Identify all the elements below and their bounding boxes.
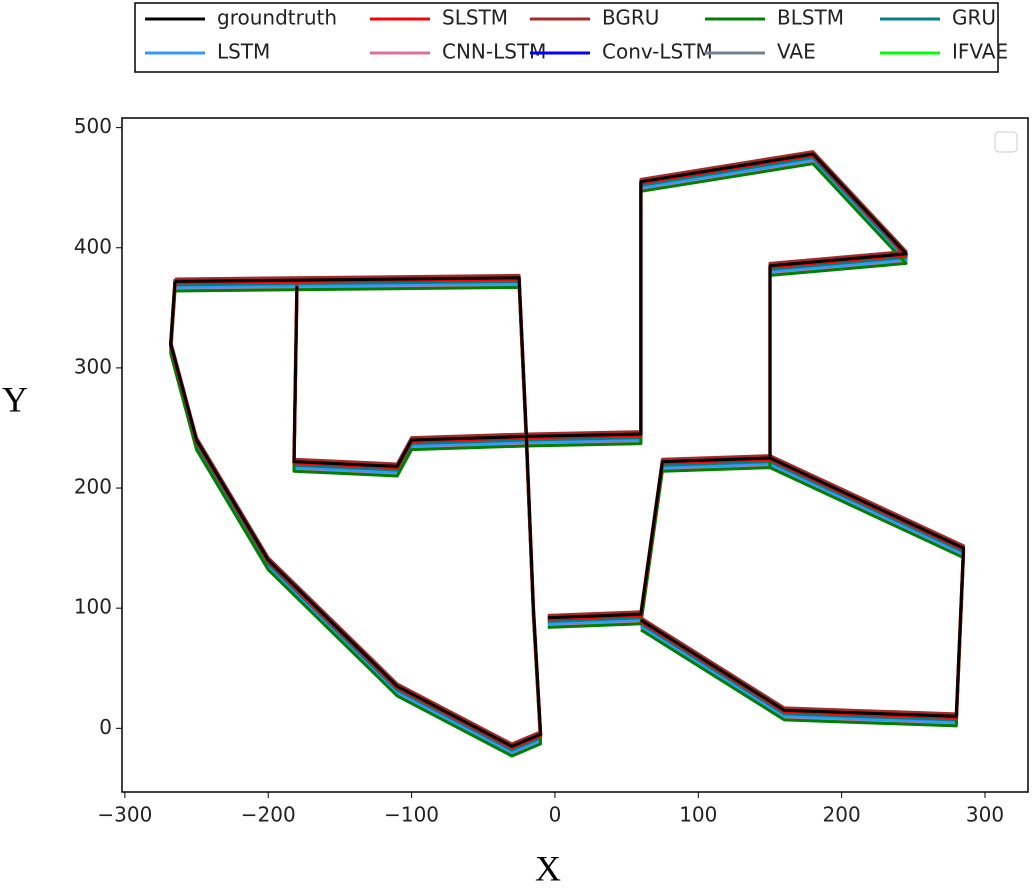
- y-tick-label: 300: [74, 354, 112, 378]
- x-tick-label: 200: [823, 803, 861, 827]
- legend-box: [134, 2, 999, 73]
- y-tick-label: 0: [99, 715, 112, 739]
- legend-label: SLSTM: [442, 6, 508, 30]
- trajectory-line: [169, 157, 965, 753]
- trajectory-line: [169, 151, 965, 747]
- plot-frame: [121, 117, 1029, 793]
- legend-label: IFVAE: [952, 40, 1008, 64]
- legend-label: BLSTM: [777, 6, 844, 30]
- y-tick-label: 500: [74, 114, 112, 138]
- y-tick-label: 400: [74, 234, 112, 258]
- legend-label: LSTM: [217, 40, 270, 64]
- x-tick-label: −300: [97, 803, 152, 827]
- x-axis-label: X: [535, 848, 561, 888]
- x-tick-label: 100: [679, 803, 717, 827]
- legend-label: BGRU: [602, 6, 659, 30]
- legend-label: VAE: [777, 40, 816, 64]
- trajectory-line: [169, 159, 965, 756]
- x-tick-label: −100: [384, 803, 439, 827]
- legend-label: Conv-LSTM: [602, 40, 713, 64]
- trajectory-line: [169, 154, 965, 751]
- x-tick-label: −200: [241, 803, 296, 827]
- trajectory-line: [169, 152, 965, 748]
- empty-legend: [994, 131, 1018, 153]
- y-tick-label: 200: [74, 475, 112, 499]
- trajectory-line: [168, 153, 966, 750]
- y-tick-label: 100: [74, 595, 112, 619]
- y-axis-label: Y: [2, 379, 28, 419]
- legend-label: GRU: [952, 6, 996, 30]
- trajectory-line: [169, 150, 965, 746]
- x-tick-label: 300: [966, 803, 1004, 827]
- trajectory-line: [169, 156, 965, 752]
- legend-label: groundtruth: [217, 6, 337, 30]
- trajectory-line: [169, 162, 965, 758]
- trajectory-line: [169, 158, 965, 754]
- x-tick-label: 0: [549, 803, 562, 827]
- legend-label: CNN-LSTM: [442, 40, 546, 64]
